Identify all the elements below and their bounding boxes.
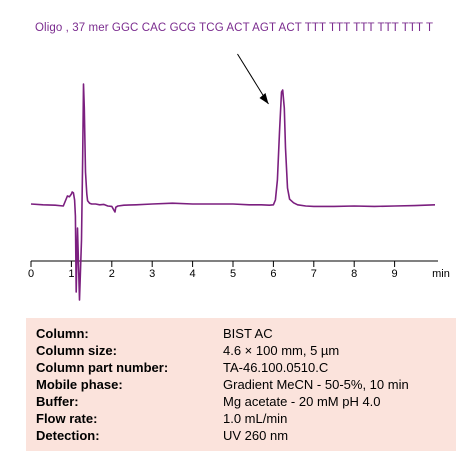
x-tick-label: 3	[149, 268, 155, 280]
condition-value: Mg acetate - 20 mM pH 4.0	[223, 394, 381, 409]
condition-value: 1.0 mL/min	[223, 411, 288, 426]
condition-label: Flow rate:	[36, 411, 98, 426]
condition-row-mobile-phase: Mobile phase: Gradient MeCN - 50-5%, 10 …	[26, 376, 456, 393]
condition-row-column: Column: BIST AC	[26, 325, 456, 342]
x-tick-label: 1	[68, 268, 74, 280]
condition-label: Column size:	[36, 343, 117, 358]
x-tick-label: 4	[190, 268, 196, 280]
x-tick-label: 8	[351, 268, 357, 280]
condition-row-flow-rate: Flow rate: 1.0 mL/min	[26, 410, 456, 427]
conditions-panel: Column: BIST AC Column size: 4.6 × 100 m…	[26, 318, 456, 451]
condition-label: Column:	[36, 326, 89, 341]
annotation-arrow-head	[259, 93, 269, 104]
condition-row-detection: Detection: UV 260 nm	[26, 427, 456, 444]
x-axis-unit-label: min	[432, 268, 450, 280]
chart-title: Oligo , 37 mer GGC CAC GCG TCG ACT AGT A…	[35, 22, 434, 34]
x-tick-label: 9	[392, 268, 398, 280]
x-tick-label: 2	[109, 268, 115, 280]
condition-value: Gradient MeCN - 50-5%, 10 min	[223, 377, 409, 392]
condition-row-buffer: Buffer: Mg acetate - 20 mM pH 4.0	[26, 393, 456, 410]
annotation-layer	[237, 53, 269, 105]
condition-label: Buffer:	[36, 394, 79, 409]
condition-value: UV 260 nm	[223, 428, 289, 443]
condition-value: TA-46.100.0510.C	[223, 360, 329, 375]
condition-row-column-size: Column size: 4.6 × 100 mm, 5 µm	[26, 342, 456, 359]
chromatogram-trace-layer	[30, 83, 436, 301]
x-tick-label: 6	[270, 268, 276, 280]
chart-axes: 0 1 2 3 4 5 6 7 8 9 min	[28, 260, 450, 280]
condition-label: Column part number:	[36, 360, 169, 375]
chromatogram-trace	[30, 83, 436, 301]
condition-row-column-part-number: Column part number: TA-46.100.0510.C	[26, 359, 456, 376]
condition-value: 4.6 × 100 mm, 5 µm	[223, 343, 340, 358]
x-tick-label: 5	[230, 268, 236, 280]
condition-label: Mobile phase:	[36, 377, 123, 392]
x-tick-label: 0	[28, 268, 34, 280]
condition-value: BIST AC	[223, 326, 273, 341]
x-tick-label: 7	[311, 268, 317, 280]
chromatogram-chart: 0 1 2 3 4 5 6 7 8 9 min	[28, 53, 450, 301]
condition-label: Detection:	[36, 428, 100, 443]
